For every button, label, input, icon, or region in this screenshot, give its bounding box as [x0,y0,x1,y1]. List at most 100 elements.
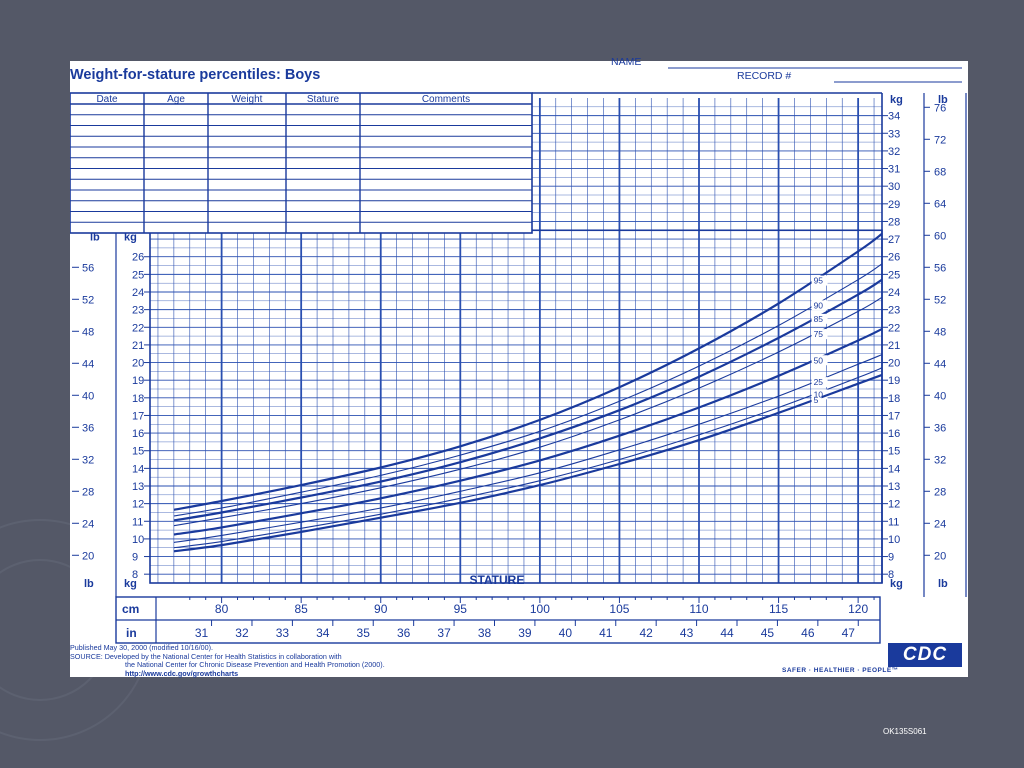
in-tick-label: 39 [518,626,532,640]
percentile-label-bg [811,275,828,286]
in-tick-label: 47 [842,626,856,640]
record-table-header-age: Age [167,94,185,105]
footnote: Published May 30, 2000 (modified 10/16/0… [70,643,385,678]
kg-tick-label-left: 11 [132,516,143,528]
lb-tick-label-right: 20 [934,550,946,562]
in-unit-label: in [126,626,137,640]
kg-tick-label-right: 34 [888,111,900,123]
in-tick-label: 35 [357,626,371,640]
kg-tick-label-right: 28 [888,216,900,228]
kg-tick-label-right: 12 [888,499,900,511]
in-tick-label: 45 [761,626,775,640]
record-table-header-weight: Weight [232,94,263,105]
kg-tick-label-left: 9 [132,552,138,564]
kg-tick-label-right: 32 [888,146,900,158]
lb-tick-label-left: 52 [82,294,94,306]
kg-tick-label-left: 26 [132,252,144,264]
percentile-label-p90: 90 [814,300,824,310]
slide-code: OK135S061 [883,727,927,736]
lb-tick-label-right: 40 [934,390,946,402]
percentile-label-p10: 10 [814,389,824,399]
kg-tick-label-left: 24 [132,287,144,299]
percentile-label-p50: 50 [814,355,824,365]
cm-tick-label: 80 [215,602,229,616]
kg-tick-label-right: 10 [888,534,900,546]
left-kg-header: kg [124,231,137,243]
percentile-label-bg [811,377,828,388]
record-table-header-comments: Comments [422,94,470,105]
percentile-curve-p95 [173,232,883,511]
kg-tick-label-right: 22 [888,322,900,334]
percentile-label-bg [811,329,828,340]
kg-tick-label-right: 19 [888,375,900,387]
chart-labels: lb kg891011121314151617181920212223242526… [82,94,948,640]
cm-tick-label: 100 [530,602,550,616]
growth-chart-sheet: Date Age Weight Stature Comments lb kg 8 9 10 11 1… [70,56,968,678]
kg-tick-label-right: 29 [888,199,900,211]
percentile-label-bg [811,300,828,311]
lb-tick-label-left: 36 [82,422,94,434]
kg-tick-label-left: 21 [132,340,144,352]
kg-tick-label-left: 22 [132,322,144,334]
percentile-label-bg [811,395,822,406]
kg-tick-label-left: 12 [132,499,144,511]
left-kg-footer: kg [124,578,137,590]
right-lb-header: lb [938,94,948,106]
cm-unit-label: cm [122,602,139,616]
in-tick-label: 43 [680,626,694,640]
kg-tick-label-right: 9 [888,552,894,564]
lb-tick-label-left: 28 [82,486,94,498]
lb-tick-label-right: 64 [934,198,946,210]
kg-tick-label-right: 31 [888,164,900,176]
kg-tick-label-left: 15 [132,446,144,458]
source-url[interactable]: http://www.cdc.gov/growthcharts [125,668,239,678]
kg-tick-label-left: 17 [132,410,144,422]
kg-tick-label-right: 24 [888,287,900,299]
lb-tick-label-left: 24 [82,518,94,530]
kg-tick-label-right: 25 [888,269,900,281]
percentile-curve-p25 [173,354,883,543]
lb-tick-label-left: 20 [82,550,94,562]
lb-tick-label-right: 48 [934,326,946,338]
cm-tick-label: 95 [454,602,468,616]
kg-tick-label-right: 13 [888,481,900,493]
kg-tick-label-right: 20 [888,358,900,370]
x-axis-title: STATURE [469,573,524,587]
record-table-header-date: Date [96,94,118,105]
kg-tick-label-right: 23 [888,305,900,317]
cm-tick-label: 105 [609,602,629,616]
kg-tick-label-right: 11 [888,516,899,528]
lb-tick-label-right: 32 [934,454,946,466]
source-note-2: the National Center for Chronic Disease … [125,660,385,670]
in-tick-label: 38 [478,626,492,640]
cm-tick-label: 85 [294,602,308,616]
record-label: RECORD # [737,70,792,82]
published-note: Published May 30, 2000 (modified 10/16/0… [70,643,214,652]
lb-tick-label-right: 24 [934,518,946,530]
percentile-curve-p5 [173,373,883,553]
kg-tick-label-left: 8 [132,569,138,581]
right-kg-footer: kg [890,578,903,590]
in-tick-label: 41 [599,626,613,640]
percentile-curve-p50 [173,328,883,536]
percentile-label-p25: 25 [814,377,824,387]
kg-tick-label-right: 26 [888,252,900,264]
kg-tick-label-right: 16 [888,428,900,440]
lb-tick-label-left: 44 [82,358,94,370]
left-lb-header: lb [90,231,100,243]
kg-tick-label-left: 13 [132,481,144,493]
kg-tick-label-left: 10 [132,534,144,546]
cdc-logo: CDC [888,643,962,667]
kg-tick-label-right: 21 [888,340,900,352]
kg-tick-label-right: 17 [888,410,900,422]
left-lb-footer: lb [84,578,94,590]
cdc-tagline: SAFER · HEALTHIER · PEOPLE™ [782,667,899,674]
in-tick-label: 34 [316,626,330,640]
source-note-1: SOURCE: Developed by the National Center… [70,651,342,661]
lb-tick-label-right: 28 [934,486,946,498]
percentile-label-bg [811,313,828,324]
percentile-curves [173,232,883,553]
lb-tick-label-right: 52 [934,294,946,306]
in-tick-label: 36 [397,626,411,640]
percentile-curve-p75 [173,296,883,527]
